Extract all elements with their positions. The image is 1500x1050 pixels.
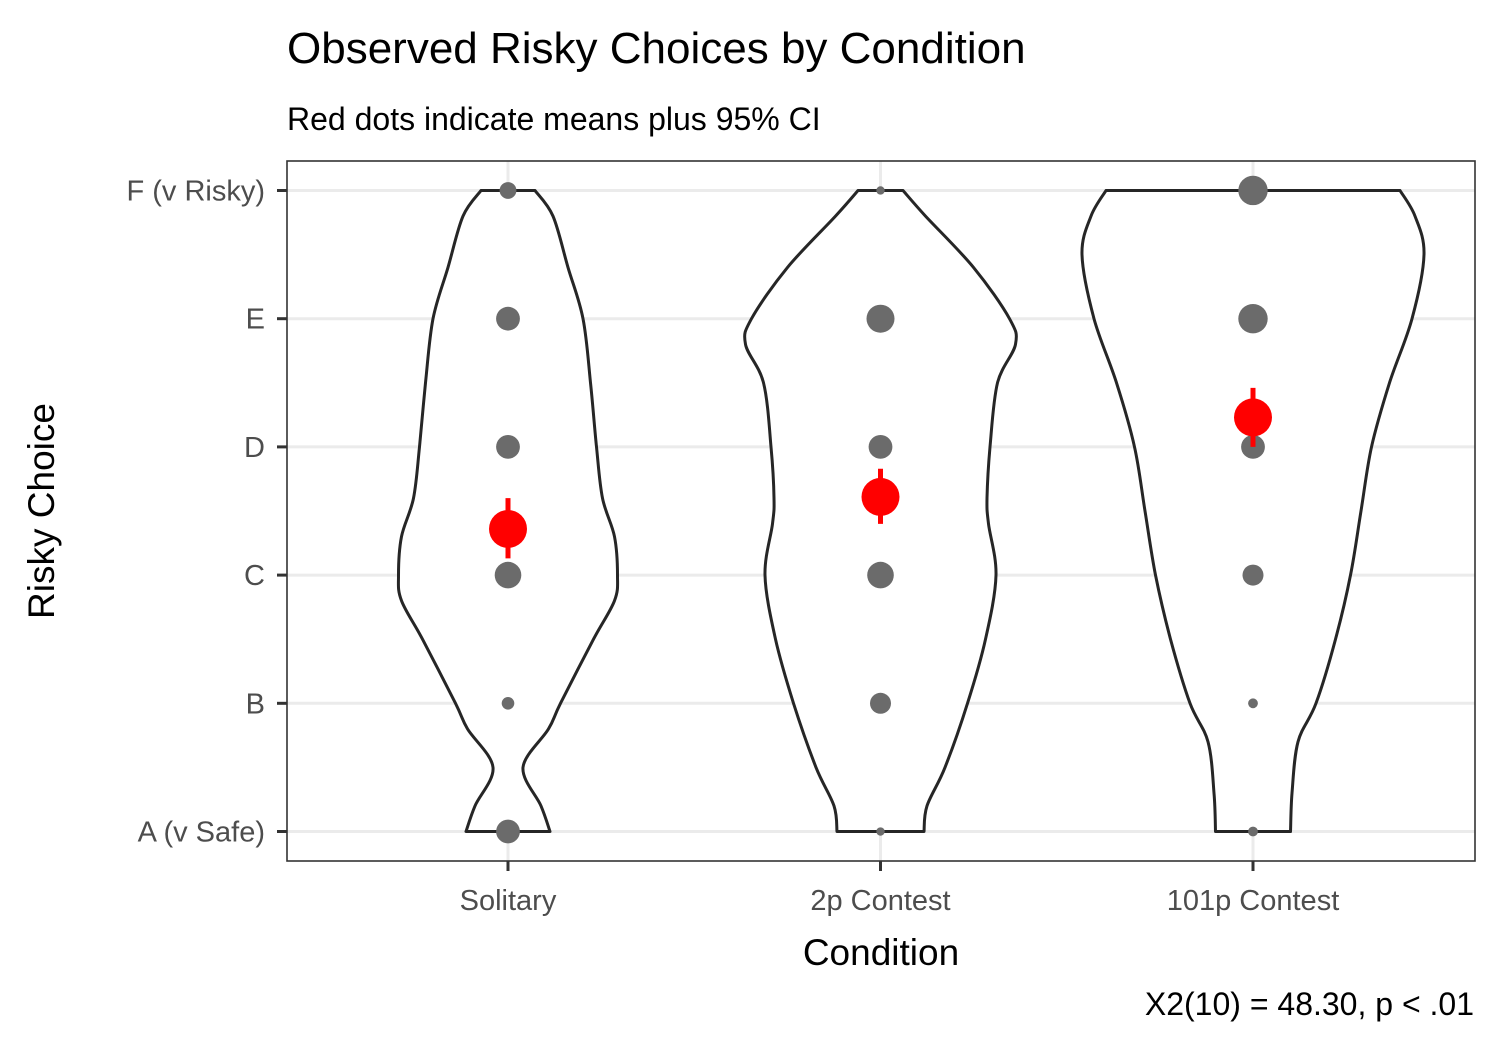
y-tick-label: E <box>246 304 265 336</box>
x-tick-label: 2p Contest <box>810 885 950 917</box>
count-point <box>1238 175 1268 206</box>
count-point <box>876 186 885 195</box>
x-tick-label: 101p Contest <box>1167 885 1340 917</box>
mean-point <box>861 477 900 516</box>
y-tick-label: A (v Safe) <box>138 817 265 849</box>
violin-2 <box>1080 189 1426 833</box>
count-point <box>1248 826 1258 837</box>
count-point <box>496 434 520 459</box>
count-point <box>867 561 894 589</box>
chart-caption: X2(10) = 48.30, p < .01 <box>1145 986 1474 1022</box>
count-point <box>496 306 520 331</box>
count-point <box>501 697 515 710</box>
count-point <box>1242 564 1264 586</box>
y-tick-label: F (v Risky) <box>126 175 265 207</box>
chart-subtitle: Red dots indicate means plus 95% CI <box>287 101 821 137</box>
mean-point <box>489 509 527 548</box>
x-tick-label: Solitary <box>460 885 557 917</box>
count-point <box>868 434 893 459</box>
y-tick-label: D <box>244 432 265 464</box>
count-point <box>499 182 517 199</box>
count-point <box>1238 303 1268 334</box>
chart-title: Observed Risky Choices by Condition <box>287 24 1026 73</box>
x-axis-title: Condition <box>803 932 959 973</box>
y-tick-label: C <box>244 560 265 592</box>
y-tick-label: B <box>246 688 265 720</box>
count-point <box>866 304 895 333</box>
count-point <box>876 827 885 836</box>
mean-point <box>1234 398 1272 437</box>
count-point <box>496 819 520 844</box>
y-axis-title: Risky Choice <box>21 403 62 619</box>
count-point <box>494 561 522 589</box>
plot-panel: A (v Safe) B C D E F (v Risky) Solitary 2p Cont… <box>126 160 1476 917</box>
count-point <box>870 692 891 714</box>
count-point <box>1248 698 1258 709</box>
